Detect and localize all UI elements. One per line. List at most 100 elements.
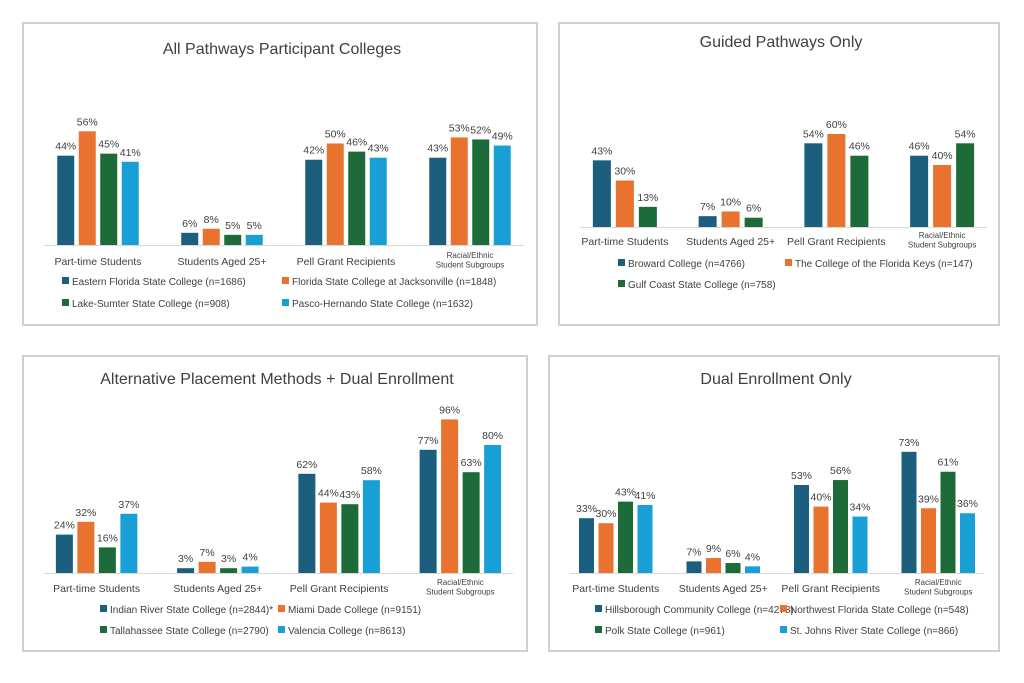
bar-pell-grant-recipients-series-0: [298, 473, 316, 573]
data-label: 3%: [221, 553, 236, 565]
bar-pell-grant-recipients-series-2: [348, 151, 366, 245]
data-label: 49%: [492, 131, 513, 143]
legend-swatch-icon: [780, 605, 787, 612]
bar-pell-grant-recipients-series-2: [833, 480, 848, 573]
legend-swatch-icon: [278, 626, 285, 633]
bar-part-time-students-series-0: [55, 534, 73, 573]
data-label: 44%: [55, 141, 76, 153]
bar-pell-grant-recipients-series-3: [369, 157, 387, 245]
legend-label: The College of the Florida Keys (n=147): [795, 259, 973, 270]
legend-label: Eastern Florida State College (n=1686): [72, 277, 246, 288]
bar-pell-grant-recipients-series-3: [362, 480, 380, 573]
legend-swatch-icon: [618, 280, 625, 287]
bar-part-time-students-series-1: [78, 131, 96, 245]
chart-svg: Guided Pathways Only 43%30% 13% Part-time S…: [580, 34, 987, 291]
bar-part-time-students-series-2: [618, 501, 633, 573]
data-label: 96%: [439, 404, 460, 416]
bar-part-time-students-series-0: [592, 160, 611, 227]
chart-panel-alternative-placement: Alternative Placement Methods + Dual Enr…: [22, 355, 528, 652]
data-label: 56%: [830, 465, 851, 477]
bar-racial-ethnic-student-subgroups-series-3: [960, 513, 975, 573]
data-label: 45%: [98, 139, 119, 151]
data-label: 43%: [615, 487, 636, 499]
chart-panel-dual-enrollment: Dual Enrollment Only 33% 30% 43% 41% Part-tim…: [548, 355, 1000, 652]
bar-racial-ethnic-student-subgroups-series-0: [901, 451, 917, 573]
bar-students-aged-25-series-0: [698, 216, 717, 227]
bar-part-time-students-series-3: [637, 504, 653, 573]
bar-part-time-students-series-1: [615, 180, 634, 227]
bar-racial-ethnic-student-subgroups-series-0: [419, 449, 437, 573]
bar-pell-grant-recipients-series-2: [341, 504, 359, 573]
data-label: 3%: [178, 553, 193, 565]
legend-item: Indian River State College (n=2844)*: [100, 605, 273, 616]
legend-label: Lake-Sumter State College (n=908): [72, 299, 230, 310]
data-label: 6%: [746, 203, 761, 215]
bar-pell-grant-recipients-series-3: [852, 516, 868, 573]
legend-item: Polk State College (n=961): [595, 626, 725, 637]
legend-item: Broward College (n=4766): [618, 259, 745, 270]
legend-swatch-icon: [100, 605, 107, 612]
legend-swatch-icon: [785, 259, 792, 266]
data-label: 41%: [634, 490, 655, 502]
category-label: Students Aged 25+: [177, 256, 266, 268]
chart-title: Alternative Placement Methods + Dual Enr…: [100, 371, 454, 388]
data-label: 7%: [686, 546, 701, 558]
category-label: Part-time Students: [572, 583, 659, 595]
category-label: Racial/Ethnic Student Subgroups: [904, 578, 973, 597]
bar-students-aged-25-series-1: [706, 558, 721, 573]
data-label: 7%: [200, 547, 215, 559]
legend-swatch-icon: [282, 277, 289, 284]
bar-pell-grant-recipients-series-1: [827, 134, 846, 227]
data-label: 40%: [810, 492, 831, 504]
legend-swatch-icon: [62, 277, 69, 284]
data-label: 40%: [932, 150, 953, 162]
data-label: 13%: [637, 192, 658, 204]
chart-title: All Pathways Participant Colleges: [163, 41, 401, 58]
bar-part-time-students-series-2: [98, 547, 116, 573]
bar-racial-ethnic-student-subgroups-series-2: [956, 143, 975, 227]
bar-racial-ethnic-student-subgroups-series-2: [472, 139, 490, 245]
data-label: 6%: [725, 548, 740, 560]
data-label: 6%: [182, 218, 197, 230]
legend-item: Eastern Florida State College (n=1686): [62, 277, 246, 288]
category-label: Racial/Ethnic Student Subgroups: [426, 578, 495, 597]
data-label: 24%: [54, 520, 75, 532]
bar-racial-ethnic-student-subgroups-series-1: [441, 419, 459, 573]
data-label: 43%: [591, 145, 612, 157]
legend-item: Hillsborough Community College (n=4278): [595, 605, 794, 616]
category-label: Pell Grant Recipients: [290, 583, 389, 595]
chart-svg: Dual Enrollment Only 33%30% 43%41% Part-tim…: [570, 371, 984, 637]
bar-pell-grant-recipients-series-2: [850, 155, 869, 227]
bar-students-aged-25-series-0: [686, 561, 702, 573]
bar-racial-ethnic-student-subgroups-series-1: [933, 165, 952, 227]
legend-swatch-icon: [595, 626, 602, 633]
legend-label: Polk State College (n=961): [605, 626, 725, 637]
data-label: 60%: [826, 119, 847, 131]
legend-swatch-icon: [100, 626, 107, 633]
data-label: 37%: [118, 499, 139, 511]
data-label: 54%: [955, 128, 976, 140]
legend-swatch-icon: [282, 299, 289, 306]
legend-label: Pasco-Hernando State College (n=1632): [292, 299, 473, 310]
bar-pell-grant-recipients-series-1: [813, 506, 829, 573]
legend-label: Miami Dade College (n=9151): [288, 605, 421, 616]
bar-part-time-students-series-0: [57, 155, 75, 245]
legend-swatch-icon: [618, 259, 625, 266]
data-label: 61%: [937, 457, 958, 469]
legend-item: Florida State College at Jacksonville (n…: [282, 277, 496, 288]
legend-label: Florida State College at Jacksonville (n…: [292, 277, 496, 288]
bar-racial-ethnic-student-subgroups-series-3: [493, 145, 511, 245]
data-label: 46%: [346, 137, 367, 149]
legend-label: Valencia College (n=8613): [288, 626, 405, 637]
bar-pell-grant-recipients-series-0: [804, 143, 823, 227]
data-label: 36%: [957, 498, 978, 510]
data-label: 43%: [339, 489, 360, 501]
data-label: 43%: [368, 143, 389, 155]
category-label: Part-time Students: [53, 583, 140, 595]
bar-students-aged-25-series-1: [721, 211, 740, 227]
data-label: 73%: [898, 437, 919, 449]
data-label: 80%: [482, 430, 503, 442]
bar-pell-grant-recipients-series-1: [326, 143, 344, 245]
data-label: 5%: [247, 220, 262, 232]
bar-students-aged-25-series-3: [241, 566, 259, 573]
